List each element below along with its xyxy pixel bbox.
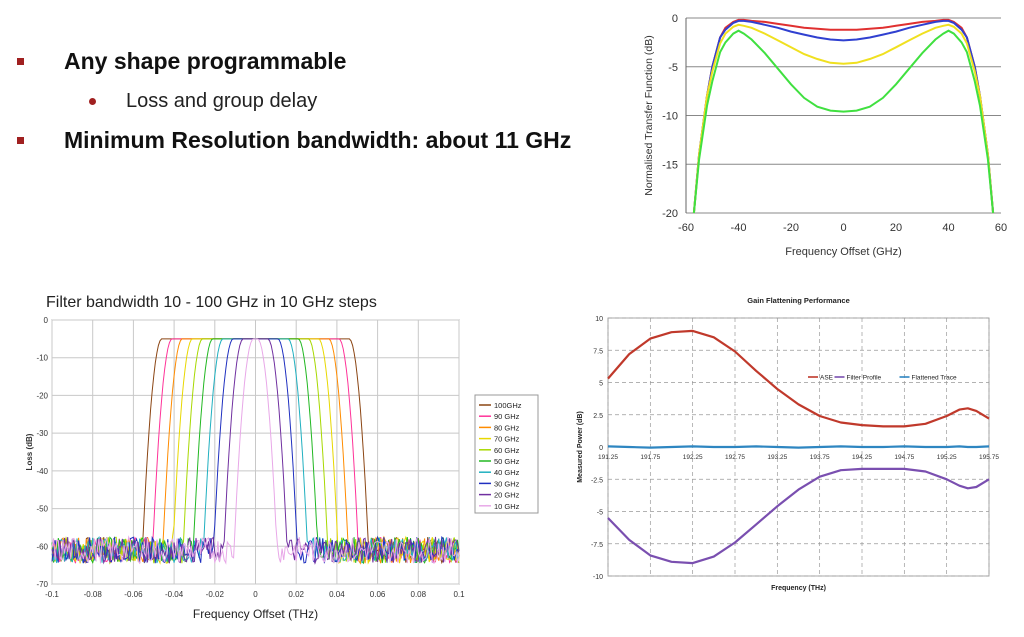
- legend: [474, 394, 539, 514]
- chart-title: Filter bandwidth 10 - 100 GHz in 10 GHz …: [46, 294, 377, 311]
- series-line: [607, 329, 990, 428]
- y-tick-label: 0: [599, 445, 603, 452]
- legend-label: 40 GHz: [494, 468, 520, 477]
- x-tick-label: 40: [942, 222, 954, 234]
- x-tick-label: 0.1: [453, 590, 465, 599]
- x-tick-label: 0: [253, 590, 258, 599]
- y-tick-label: -5: [668, 62, 678, 74]
- x-axis-label: Frequency Offset (THz): [193, 607, 318, 621]
- x-tick-label: 0.02: [288, 590, 304, 599]
- y-tick-label: -40: [36, 467, 48, 476]
- y-tick-label: -20: [662, 208, 678, 220]
- x-tick-label: -40: [731, 222, 747, 234]
- legend-label: 30 GHz: [494, 479, 520, 488]
- legend-label: 60 GHz: [494, 446, 520, 455]
- x-tick-label: 195.25: [937, 454, 957, 461]
- y-tick-label: 5: [599, 381, 603, 388]
- y-tick-label: 0: [44, 316, 49, 325]
- x-tick-label: -20: [783, 222, 799, 234]
- x-tick-label: 194.25: [852, 454, 872, 461]
- legend-label: 20 GHz: [494, 491, 520, 500]
- y-tick-label: -2.5: [591, 477, 603, 484]
- y-tick-label: -5: [597, 510, 603, 517]
- legend-label: ASE: [820, 375, 834, 382]
- y-tick-label: -20: [36, 391, 48, 400]
- y-tick-label: 7.5: [593, 348, 603, 355]
- x-tick-label: 192.75: [725, 454, 745, 461]
- bullet-text: Minimum Resolution bandwidth: about 11 G…: [64, 127, 572, 153]
- x-axis-label: Frequency (THz): [771, 585, 826, 592]
- x-tick-label: -60: [678, 222, 694, 234]
- x-tick-label: 0.08: [411, 590, 427, 599]
- x-tick-label: 0: [840, 222, 846, 234]
- series-line: [692, 19, 995, 214]
- y-tick-label: 0: [672, 13, 678, 25]
- x-tick-label: 0.06: [370, 590, 386, 599]
- y-tick-label: -15: [662, 159, 678, 171]
- x-tick-label: -0.06: [124, 590, 143, 599]
- y-tick-label: -10: [593, 574, 603, 581]
- gain-flattening-chart: Gain Flattening Performance 10 7.5 5 2.5 0 -2.…: [577, 296, 999, 592]
- x-axis-label: Frequency Offset (GHz): [785, 246, 902, 258]
- y-tick-label: -70: [36, 580, 48, 589]
- y-tick-label: -10: [662, 111, 678, 123]
- legend-label: 70 GHz: [494, 435, 520, 444]
- series-line: [607, 445, 990, 449]
- x-tick-label: 195.75: [979, 454, 999, 461]
- legend-label: 50 GHz: [494, 457, 520, 466]
- x-tick-label: 191.75: [640, 454, 660, 461]
- square-bullet-icon: [17, 137, 24, 144]
- y-tick-label: -10: [36, 354, 48, 363]
- y-axis-label: Normalised Transfer Function (dB): [643, 35, 655, 195]
- y-tick-label: -7.5: [591, 542, 603, 549]
- series-line: [692, 29, 995, 214]
- sub-bullet-text: Loss and group delay: [126, 90, 318, 112]
- y-tick-label: -50: [36, 505, 48, 514]
- y-axis-label: Loss (dB): [25, 433, 34, 470]
- legend-label: 100GHz: [494, 401, 522, 410]
- sub-bullet-loss: Loss and group delay: [89, 90, 317, 113]
- y-tick-label: 10: [595, 316, 603, 323]
- x-tick-label: 20: [890, 222, 902, 234]
- chart-title: Gain Flattening Performance: [747, 296, 850, 305]
- x-tick-label: 191.25: [598, 454, 618, 461]
- bullet-min-resolution: Minimum Resolution bandwidth: about 11 G…: [17, 127, 571, 154]
- x-tick-label: 193.75: [810, 454, 830, 461]
- legend-label: 80 GHz: [494, 423, 520, 432]
- x-tick-label: -0.02: [206, 590, 225, 599]
- y-tick-label: -30: [36, 429, 48, 438]
- x-tick-label: -0.08: [84, 590, 103, 599]
- series-line: [692, 18, 995, 214]
- series-line: [692, 23, 995, 214]
- legend-label: Filter Profile: [847, 375, 882, 382]
- filter-bandwidth-chart: Filter bandwidth 10 - 100 GHz in 10 GHz …: [25, 294, 539, 621]
- x-tick-label: -0.1: [45, 590, 59, 599]
- series-line: [607, 467, 990, 565]
- x-tick-label: 193.25: [767, 454, 787, 461]
- round-bullet-icon: [89, 98, 96, 105]
- legend-label: 90 GHz: [494, 412, 520, 421]
- x-tick-label: -0.04: [165, 590, 184, 599]
- x-tick-label: 192.25: [683, 454, 703, 461]
- bullet-any-shape: Any shape programmable: [17, 48, 346, 75]
- y-tick-label: 2.5: [593, 413, 603, 420]
- y-axis-label: Measured Power (dB): [577, 411, 584, 483]
- square-bullet-icon: [17, 58, 24, 65]
- bullet-text: Any shape programmable: [64, 48, 347, 74]
- y-tick-label: -60: [36, 542, 48, 551]
- legend-label: Flattened Trace: [912, 375, 958, 382]
- x-tick-label: 0.04: [329, 590, 345, 599]
- x-tick-label: 194.75: [894, 454, 914, 461]
- x-tick-label: 60: [995, 222, 1007, 234]
- series-line: [51, 338, 460, 565]
- legend-label: 10 GHz: [494, 502, 520, 511]
